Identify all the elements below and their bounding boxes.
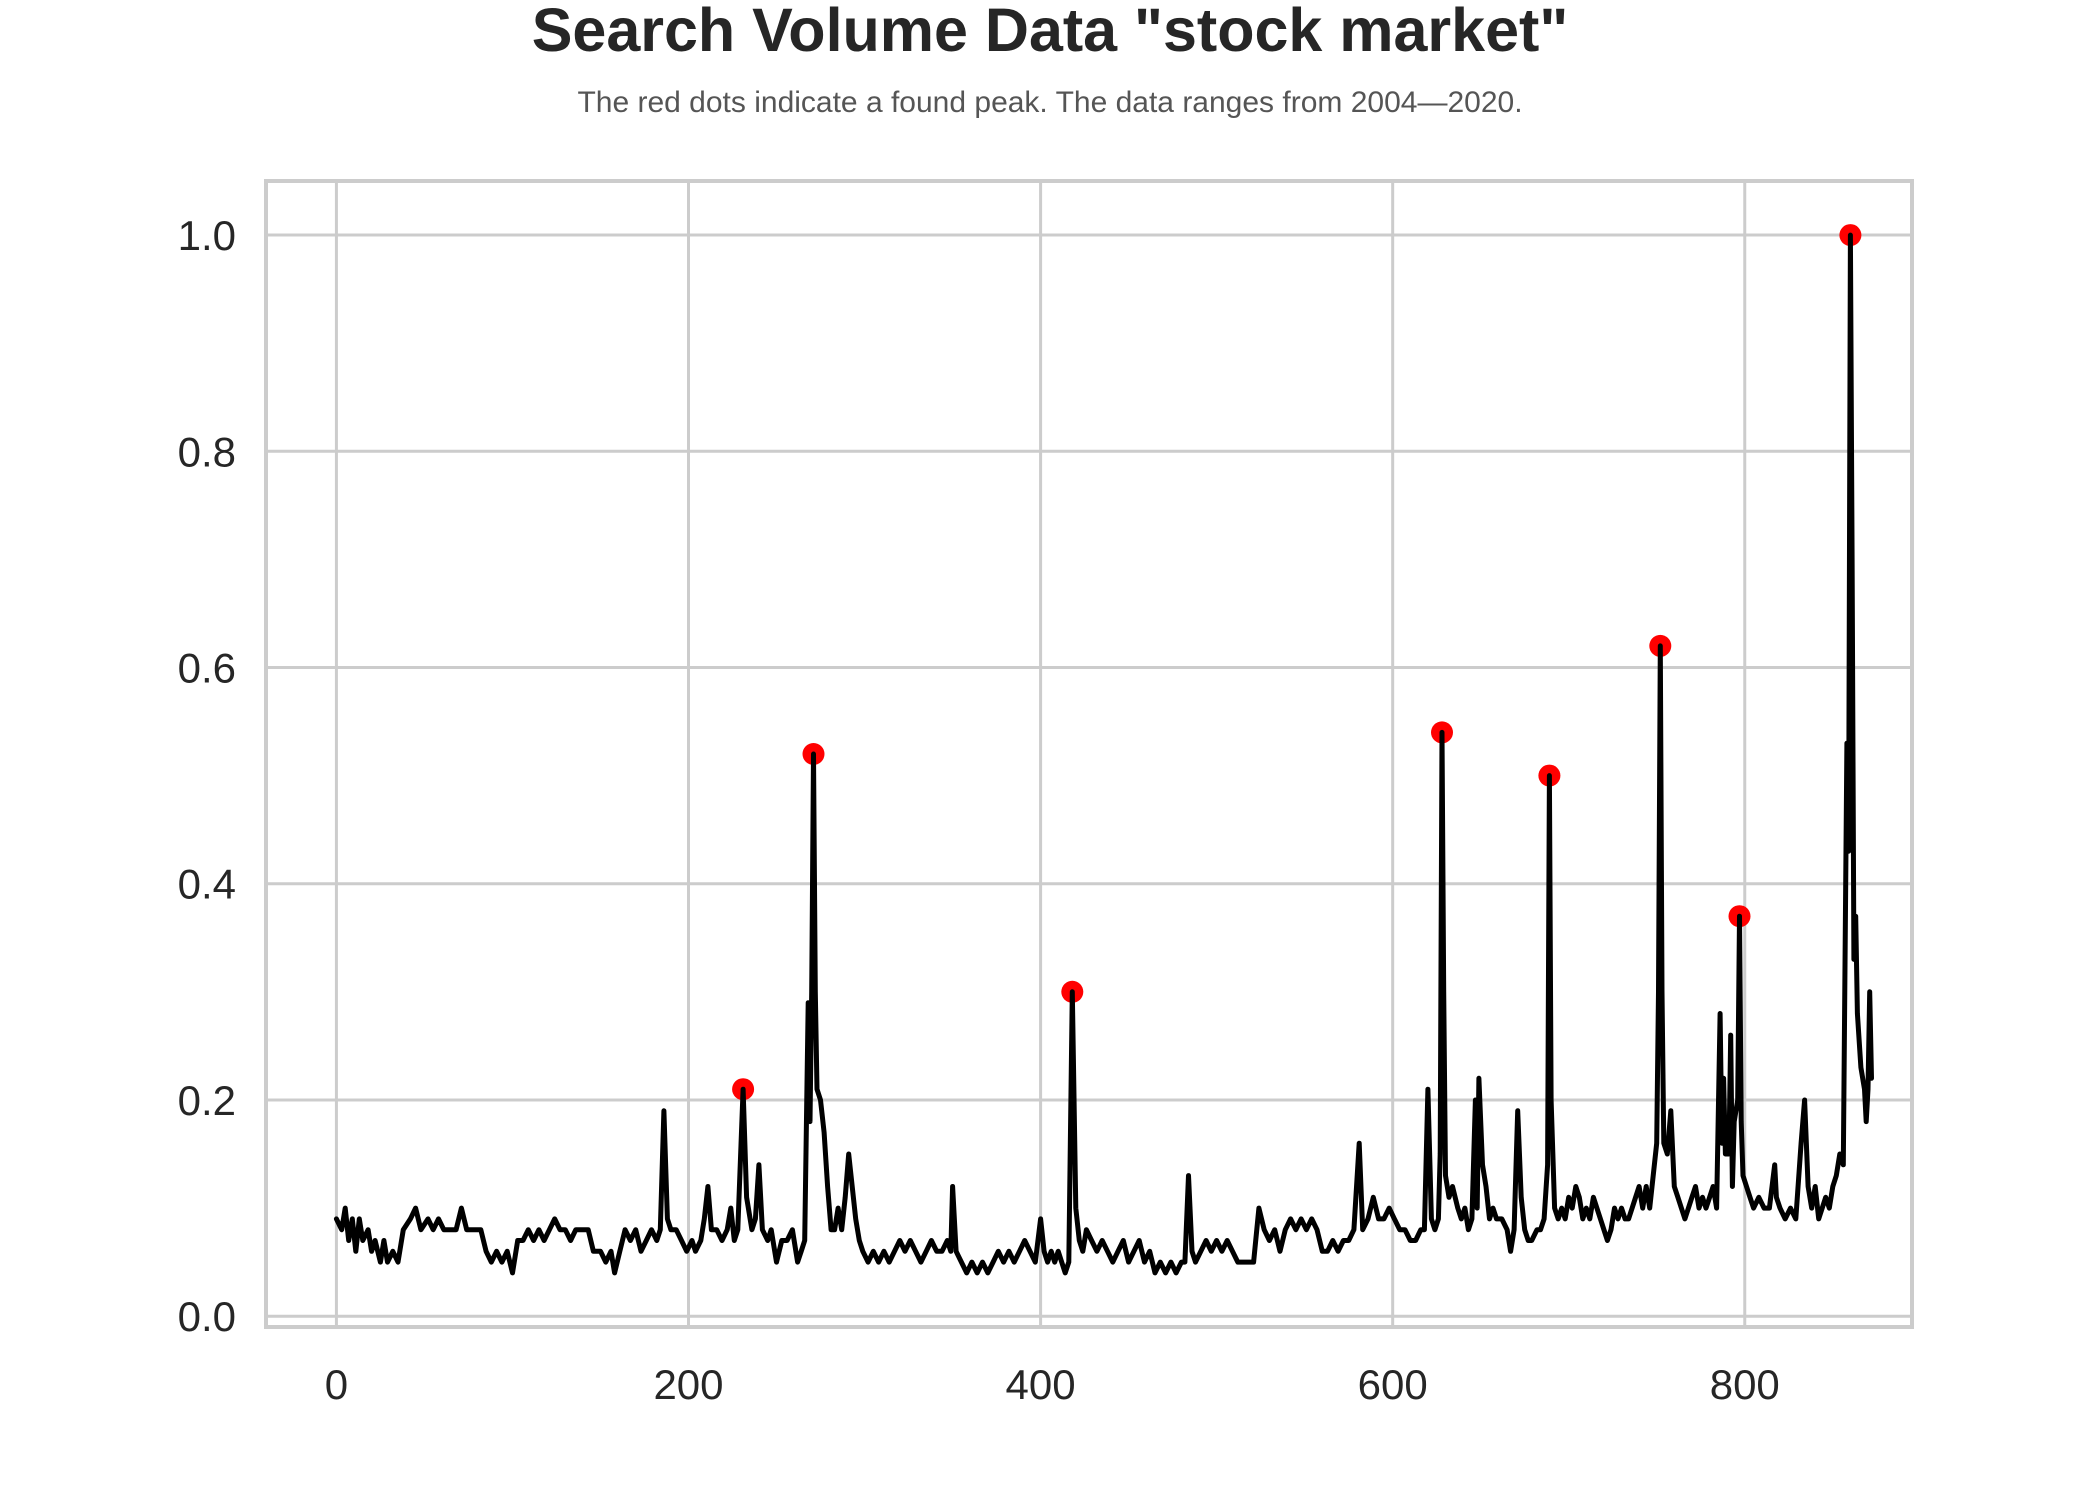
x-tick-label: 200 xyxy=(653,1361,723,1408)
y-tick-label: 0.8 xyxy=(178,428,236,475)
series-layer xyxy=(333,232,1874,1276)
x-tick-label: 0 xyxy=(325,1361,348,1408)
plot-frame xyxy=(264,179,1914,1329)
y-tick-label: 0.6 xyxy=(178,645,236,692)
y-tick-label: 0.2 xyxy=(178,1077,236,1124)
x-tick-label: 600 xyxy=(1358,1361,1428,1408)
tick-labels: 0 200 400 600 800 0.0 0.2 0.4 0.6 0.8 1.0 xyxy=(178,212,1780,1408)
chart-title: Search Volume Data "stock market" xyxy=(531,0,1569,64)
y-tick-label: 1.0 xyxy=(178,212,236,259)
x-tick-label: 400 xyxy=(1006,1361,1076,1408)
chart-subtitle: The red dots indicate a found peak. The … xyxy=(577,86,1523,119)
y-tick-label: 0.0 xyxy=(178,1293,236,1340)
x-tick-label: 800 xyxy=(1710,1361,1780,1408)
peak-markers xyxy=(732,224,1862,1101)
series-line-0 xyxy=(333,232,1874,1276)
gridlines xyxy=(266,181,1912,1327)
y-tick-label: 0.4 xyxy=(178,861,236,908)
